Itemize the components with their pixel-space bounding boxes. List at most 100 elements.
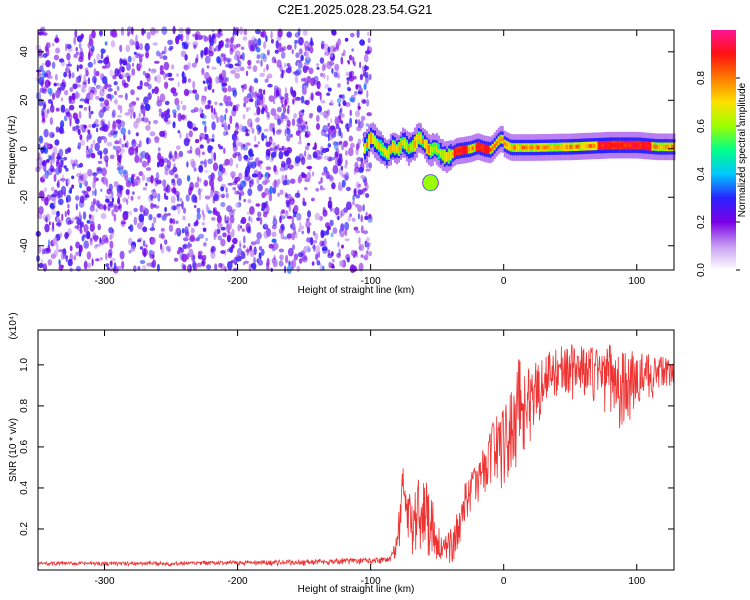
spectrogram-noise-cell [364,71,369,79]
spectrogram-noise-cell [218,73,223,80]
spectrogram-noise-cell [153,216,157,224]
snr-y-ticks: 0.2 0.4 0.6 0.8 1.0 [19,357,674,536]
spectrogram-signal-cell [427,145,430,154]
spectrogram-noise-cell [210,112,217,120]
spectrogram-noise-cell [349,97,355,103]
spectrogram-noise-cell [188,124,193,130]
spectrogram-noise-cell [240,251,245,260]
spectrogram-noise-cell [199,144,204,149]
spectrogram-signal-cell [481,146,484,150]
spectrogram-noise-cell [242,36,248,41]
spectrogram-noise-cell [247,226,252,234]
spectrogram-noise-cell [295,52,300,58]
spectrogram-noise-cell [139,53,144,58]
spectrogram-noise-cell [56,243,59,251]
spectrogram-noise-cell [131,139,137,148]
spectrogram-noise-cell [194,93,200,101]
spectrogram-noise-cell [97,160,103,164]
spectrogram-noise-cell [158,108,162,113]
spectrogram-noise-cell [223,56,228,61]
spectrogram-signal-cell [583,144,586,149]
spectrogram-noise-cell [350,249,356,257]
spectrogram-noise-cell [139,246,143,250]
spectrogram-signal-cell [607,143,610,148]
spectrogram-noise-cell [306,155,313,161]
spectrogram-noise-cell [355,84,359,90]
spectrogram-noise-cell [238,193,242,201]
spectrogram-noise-cell [105,178,109,188]
spectrogram-noise-cell [213,194,220,202]
spectrogram-noise-cell [49,117,54,126]
spectrogram-noise-cell [201,151,205,156]
spectrogram-noise-cell [312,245,316,250]
spectrogram-noise-cell [167,39,174,45]
spectrogram-noise-cell [36,69,42,73]
spectrogram-noise-cell [158,147,161,152]
snr-y-tick-label: 0.4 [19,481,30,495]
spectrogram-noise-cell [306,226,311,234]
spectrogram-noise-cell [172,109,177,114]
spectrogram-noise-cell [111,257,116,262]
spectrogram-noise-cell [236,254,240,258]
spectrogram-signal-cell [401,139,404,146]
colorbar-tick-label: 0.6 [696,119,707,133]
spectrogram-noise-cell [334,117,340,125]
spectrogram-noise-cell [305,51,310,60]
spectrogram-noise-cell [159,65,164,72]
spectrogram-noise-cell [243,143,245,150]
spectrogram-noise-cell [48,221,52,226]
spectrogram-noise-cell [192,80,196,90]
spectrogram-noise-cell [330,99,334,105]
spectrogram-signal-cell [589,144,592,148]
spectrogram-noise-cell [355,194,361,199]
spectrogram-noise-cell [356,156,362,162]
spectrogram-noise-cell [360,174,365,180]
spectrogram-noise-cell [56,90,61,97]
spectrogram-noise-cell [64,148,69,155]
spectrogram-noise-cell [207,207,210,212]
spectrogram-noise-cell [76,64,79,72]
spectrogram-noise-cell [337,38,341,46]
spectrogram-noise-cell [201,261,205,265]
spectrogram-noise-cell [264,105,268,113]
spectrogram-noise-cell [268,243,274,249]
spectrogram-noise-cell [96,200,101,209]
spectrogram-noise-cell [217,224,220,231]
spectrogram-noise-cell [345,123,350,130]
spectrogram-noise-cell [209,83,212,88]
spectrogram-noise-cell [162,112,165,118]
spectrogram-noise-cell [348,135,353,142]
spectrogram-noise-cell [136,85,143,90]
spectrogram-noise-cell [73,255,77,261]
spectrogram-noise-cell [225,101,231,107]
spectrogram-noise-cell [185,91,190,95]
spectrogram-noise-cell [114,140,120,145]
spectrogram-noise-cell [254,158,257,168]
spectrogram-noise-cell [233,135,239,143]
spectrogram-noise-cell [345,159,348,166]
spectrogram-signal-cell [479,145,482,150]
spectrogram-y-tick-label: 0 [19,146,30,152]
spectrogram-noise-cell [337,83,341,88]
spectrogram-noise-cell [60,251,64,259]
spectrogram-noise-cell [69,245,73,252]
spectrogram-noise-cell [53,54,60,61]
spectrogram-noise-cell [87,262,91,269]
spectrogram-noise-cell [95,95,100,100]
spectrogram-signal-cell [475,144,478,149]
spectrogram-noise-cell [86,251,92,260]
spectrogram-noise-cell [333,141,339,151]
spectrogram-noise-cell [113,81,118,86]
spectrogram-noise-cell [69,187,73,194]
spectrogram-signal-cell [397,146,400,152]
spectrogram-noise-cell [176,177,182,186]
spectrogram-noise-cell [78,199,85,208]
spectrogram-noise-cell [340,132,343,139]
spectrogram-noise-cell [320,229,325,239]
spectrogram-noise-cell [220,186,225,192]
spectrogram-noise-cell [350,142,355,149]
spectrogram-noise-cell [328,196,332,201]
spectrogram-noise-cell [62,174,65,184]
spectrogram-noise-cell [283,236,288,240]
spectrogram-noise-cell [92,139,96,146]
